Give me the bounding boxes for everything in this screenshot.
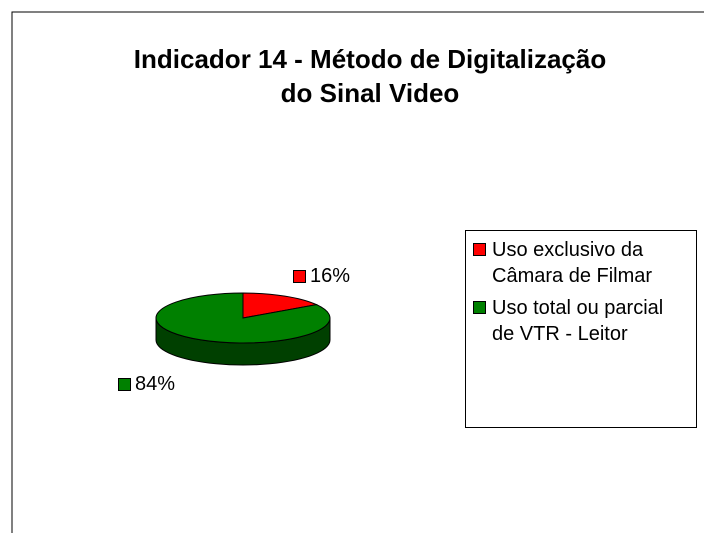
legend-entry: Uso exclusivo da Câmara de Filmar xyxy=(470,237,692,289)
label-swatch xyxy=(293,270,306,283)
label-swatch xyxy=(118,378,131,391)
data-label: 84% xyxy=(118,373,175,396)
legend-entry: Uso total ou parcial de VTR - Leitor xyxy=(470,295,692,347)
data-label: 16% xyxy=(293,265,350,288)
legend-swatch xyxy=(473,301,486,314)
data-label-text: 16% xyxy=(310,265,351,287)
legend-swatch xyxy=(473,243,486,256)
frame xyxy=(11,11,704,533)
slice xyxy=(242,292,319,319)
legend-label: Uso exclusivo da Câmara de Filmar xyxy=(492,239,653,287)
slice xyxy=(155,292,331,344)
legend-label: Uso total ou parcial de VTR - Leitor xyxy=(492,297,664,345)
legend: Uso exclusivo da Câmara de Filmar Uso tot… xyxy=(465,230,697,428)
chart-title: Indicador 14 - Método de Digitalização d… xyxy=(133,44,607,108)
data-label-text: 84% xyxy=(135,373,176,395)
